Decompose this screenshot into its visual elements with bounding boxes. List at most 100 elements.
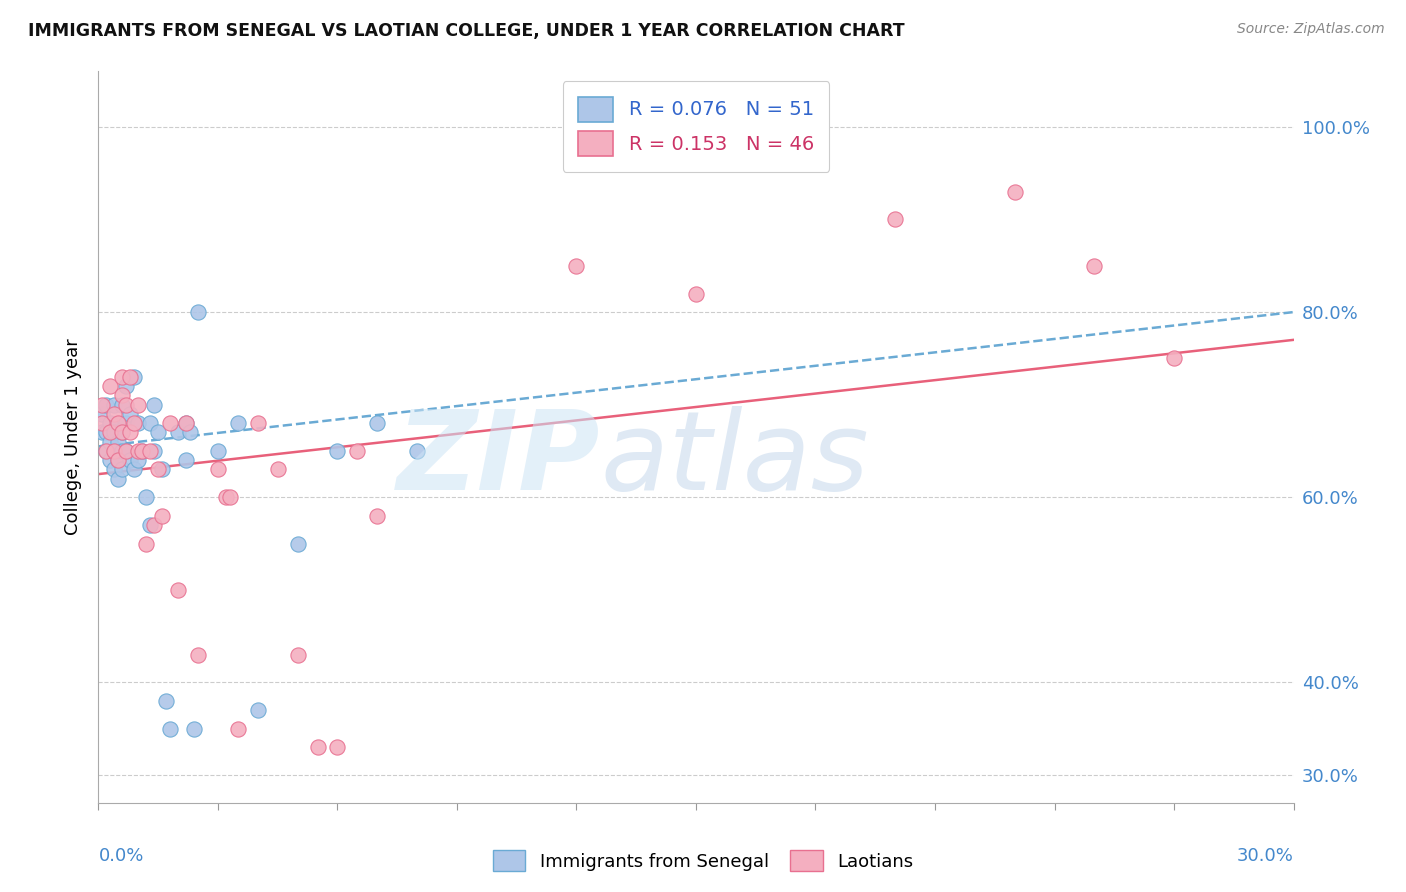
Point	[124, 416, 146, 430]
Text: 30.0%: 30.0%	[1237, 847, 1294, 864]
Text: IMMIGRANTS FROM SENEGAL VS LAOTIAN COLLEGE, UNDER 1 YEAR CORRELATION CHART: IMMIGRANTS FROM SENEGAL VS LAOTIAN COLLE…	[28, 22, 904, 40]
Point	[287, 536, 309, 550]
Point	[207, 462, 229, 476]
Point	[103, 407, 125, 421]
Point	[183, 722, 205, 736]
Point	[111, 425, 134, 440]
Point	[143, 444, 166, 458]
Point	[207, 444, 229, 458]
Point	[226, 416, 249, 430]
Point	[96, 444, 118, 458]
Point	[115, 398, 138, 412]
Point	[143, 518, 166, 533]
Point	[884, 212, 907, 227]
Point	[187, 305, 209, 319]
Point	[107, 416, 129, 430]
Point	[174, 416, 197, 430]
Point	[91, 425, 114, 440]
Point	[127, 398, 149, 412]
Point	[98, 379, 122, 393]
Point	[111, 398, 134, 412]
Point	[115, 444, 138, 458]
Point	[174, 453, 197, 467]
Point	[215, 490, 238, 504]
Point	[103, 398, 125, 412]
Point	[219, 490, 242, 504]
Point	[98, 434, 122, 449]
Point	[1004, 185, 1026, 199]
Point	[96, 425, 118, 440]
Point	[135, 536, 157, 550]
Point	[98, 425, 122, 440]
Point	[91, 407, 114, 421]
Point	[107, 453, 129, 467]
Point	[287, 648, 309, 662]
Point	[127, 444, 149, 458]
Point	[115, 444, 138, 458]
Point	[150, 462, 173, 476]
Legend: Immigrants from Senegal, Laotians: Immigrants from Senegal, Laotians	[485, 843, 921, 879]
Point	[91, 416, 114, 430]
Point	[174, 416, 197, 430]
Point	[346, 444, 368, 458]
Legend: R = 0.076   N = 51, R = 0.153   N = 46: R = 0.076 N = 51, R = 0.153 N = 46	[562, 81, 830, 172]
Point	[139, 444, 162, 458]
Text: 0.0%: 0.0%	[98, 847, 143, 864]
Point	[111, 370, 134, 384]
Text: Source: ZipAtlas.com: Source: ZipAtlas.com	[1237, 22, 1385, 37]
Point	[120, 407, 142, 421]
Point	[167, 582, 190, 597]
Point	[366, 508, 388, 523]
Text: ZIP: ZIP	[396, 406, 600, 513]
Point	[96, 398, 118, 412]
Point	[307, 740, 329, 755]
Point	[685, 286, 707, 301]
Point	[103, 425, 125, 440]
Point	[326, 740, 349, 755]
Point	[406, 444, 429, 458]
Point	[107, 434, 129, 449]
Point	[267, 462, 290, 476]
Point	[167, 425, 190, 440]
Point	[107, 472, 129, 486]
Point	[326, 444, 349, 458]
Point	[246, 703, 269, 717]
Point	[1163, 351, 1185, 366]
Point	[139, 416, 162, 430]
Point	[120, 453, 142, 467]
Point	[115, 416, 138, 430]
Point	[111, 462, 134, 476]
Point	[115, 379, 138, 393]
Point	[120, 370, 142, 384]
Point	[124, 462, 146, 476]
Point	[111, 425, 134, 440]
Point	[148, 462, 170, 476]
Point	[150, 508, 173, 523]
Point	[103, 444, 125, 458]
Point	[96, 444, 118, 458]
Point	[103, 444, 125, 458]
Point	[127, 416, 149, 430]
Point	[179, 425, 201, 440]
Point	[159, 416, 181, 430]
Point	[366, 416, 388, 430]
Point	[120, 425, 142, 440]
Point	[246, 416, 269, 430]
Point	[143, 398, 166, 412]
Point	[565, 259, 588, 273]
Text: atlas: atlas	[600, 406, 869, 513]
Point	[226, 722, 249, 736]
Point	[124, 370, 146, 384]
Point	[98, 453, 122, 467]
Point	[131, 444, 153, 458]
Point	[107, 453, 129, 467]
Y-axis label: College, Under 1 year: College, Under 1 year	[65, 339, 83, 535]
Point	[135, 490, 157, 504]
Point	[91, 398, 114, 412]
Point	[98, 416, 122, 430]
Point	[1083, 259, 1105, 273]
Point	[131, 444, 153, 458]
Point	[187, 648, 209, 662]
Point	[155, 694, 177, 708]
Point	[159, 722, 181, 736]
